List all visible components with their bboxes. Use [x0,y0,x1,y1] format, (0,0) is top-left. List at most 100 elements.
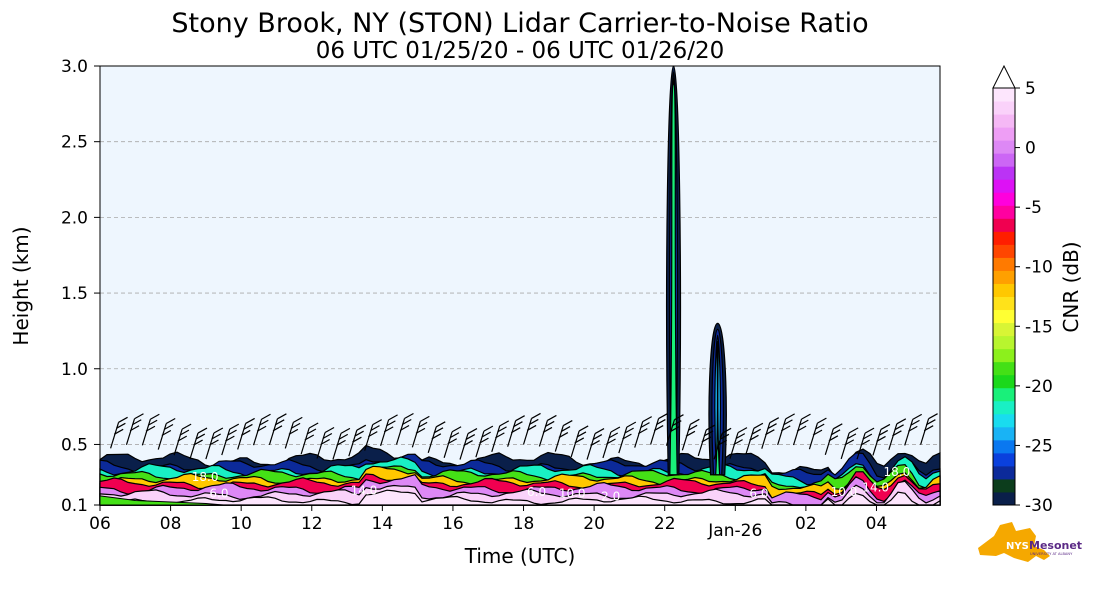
wind-barb [348,424,367,457]
barb-staff [522,418,533,445]
contour-label: 2.0 [601,489,620,503]
barb-flag [910,419,920,426]
plot-frame [99,65,941,506]
barb-flag [656,419,666,426]
barb-flag [796,425,807,432]
wind-barb [475,425,494,458]
barb-flag [878,429,889,436]
wind-barb [792,413,811,446]
colorbar-segment [993,413,1015,428]
barb-flag [685,430,696,437]
barb-flag [415,427,426,434]
barb-flag [606,438,616,445]
colorbar-segment [993,361,1015,376]
wind-barb [554,420,573,452]
colorbar-tick-label: -30 [1025,496,1053,516]
wind-barb [268,413,287,445]
wind-barb [522,412,541,445]
chart-title: Stony Brook, NY (STON) Lidar Carrier-to-… [171,8,868,39]
colorbar-segment [993,348,1015,363]
plot-area [100,66,940,505]
barb-flag [833,423,843,430]
barb-staff [173,428,183,456]
barb-staff [745,428,755,455]
barb-flag [783,419,793,426]
barb-flag [227,429,237,436]
barb-flag [420,415,430,422]
colorbar-segment [993,439,1015,454]
barb-flag [703,430,714,437]
barb-flag [574,437,585,444]
colorbar-segment [993,218,1015,232]
barb-flag [147,419,158,426]
barb-flag [576,431,587,438]
logo-nys-text: NYS [1006,541,1029,552]
barb-flag [547,414,557,421]
wind-barb [586,428,605,460]
barb-staff [665,419,676,446]
barb-flag [578,425,589,432]
colorbar-tick-label: -5 [1025,198,1042,218]
barb-flag [690,418,700,425]
colorbar-segment [993,465,1015,480]
barb-flag [383,426,394,433]
barb-flag [926,419,936,426]
wind-barb [205,427,224,460]
nys-mesonet-logo: NYS Mesonet UNIVERSITY AT ALBANY [978,522,1082,562]
barb-staff [284,422,294,449]
colorbar-segment [993,335,1015,350]
barb-flag [912,413,922,420]
barb-staff [888,423,898,450]
colorbar-segment [993,244,1015,258]
barb-flag [769,417,780,424]
barb-flag [213,427,224,434]
barb-flag [785,413,795,420]
barb-staff [920,418,930,445]
barb-flag [590,440,600,447]
barb-flag [658,413,668,420]
barb-staff [491,425,501,453]
x-tick-label: 06 [89,514,111,534]
barb-staff [443,431,453,458]
barb-flag [624,427,634,434]
colorbar-frame [992,87,1016,506]
y-tick-label: 1.5 [61,284,88,304]
barb-staff [840,432,850,460]
barb-flag [417,421,428,428]
new-york-state-icon [978,522,1050,562]
colorbar-segment [993,283,1015,297]
barb-flag [499,420,510,427]
wind-barb [364,419,382,451]
barb-staff [697,429,707,457]
barb-staff [268,418,278,445]
barb-flag [830,429,841,436]
barb-flag [304,434,315,441]
barb-flag [163,423,174,431]
barb-flag [608,432,619,439]
x-axis: 06 08 10 12 14 16 18 20 22 Jan-26 02 04 [89,505,887,541]
barb-flag [129,425,140,432]
contour-label: 10.0 [831,485,858,499]
barb-flag [352,436,362,443]
barb-flag [864,427,875,434]
barb-staff [364,424,374,451]
barb-flag [277,413,287,420]
barb-flag [179,429,190,436]
wind-barb [284,416,303,449]
barb-staff [380,419,390,447]
colorbar-segment [993,374,1015,389]
x-tick-label: 12 [301,514,323,534]
contour-label: 14.0 [862,480,889,494]
contour-label: 18.0 [192,470,219,484]
wind-barb [125,413,144,445]
barb-flag [848,427,859,434]
barb-flag [640,422,650,429]
barb-staff [586,433,596,460]
barb-flag [113,428,124,435]
barb-flag [338,433,349,440]
x-tick-label: 18 [513,514,535,534]
colorbar-segment [993,192,1015,206]
x-axis-label: Time (UTC) [464,544,576,568]
colorbar-segment [993,296,1015,311]
